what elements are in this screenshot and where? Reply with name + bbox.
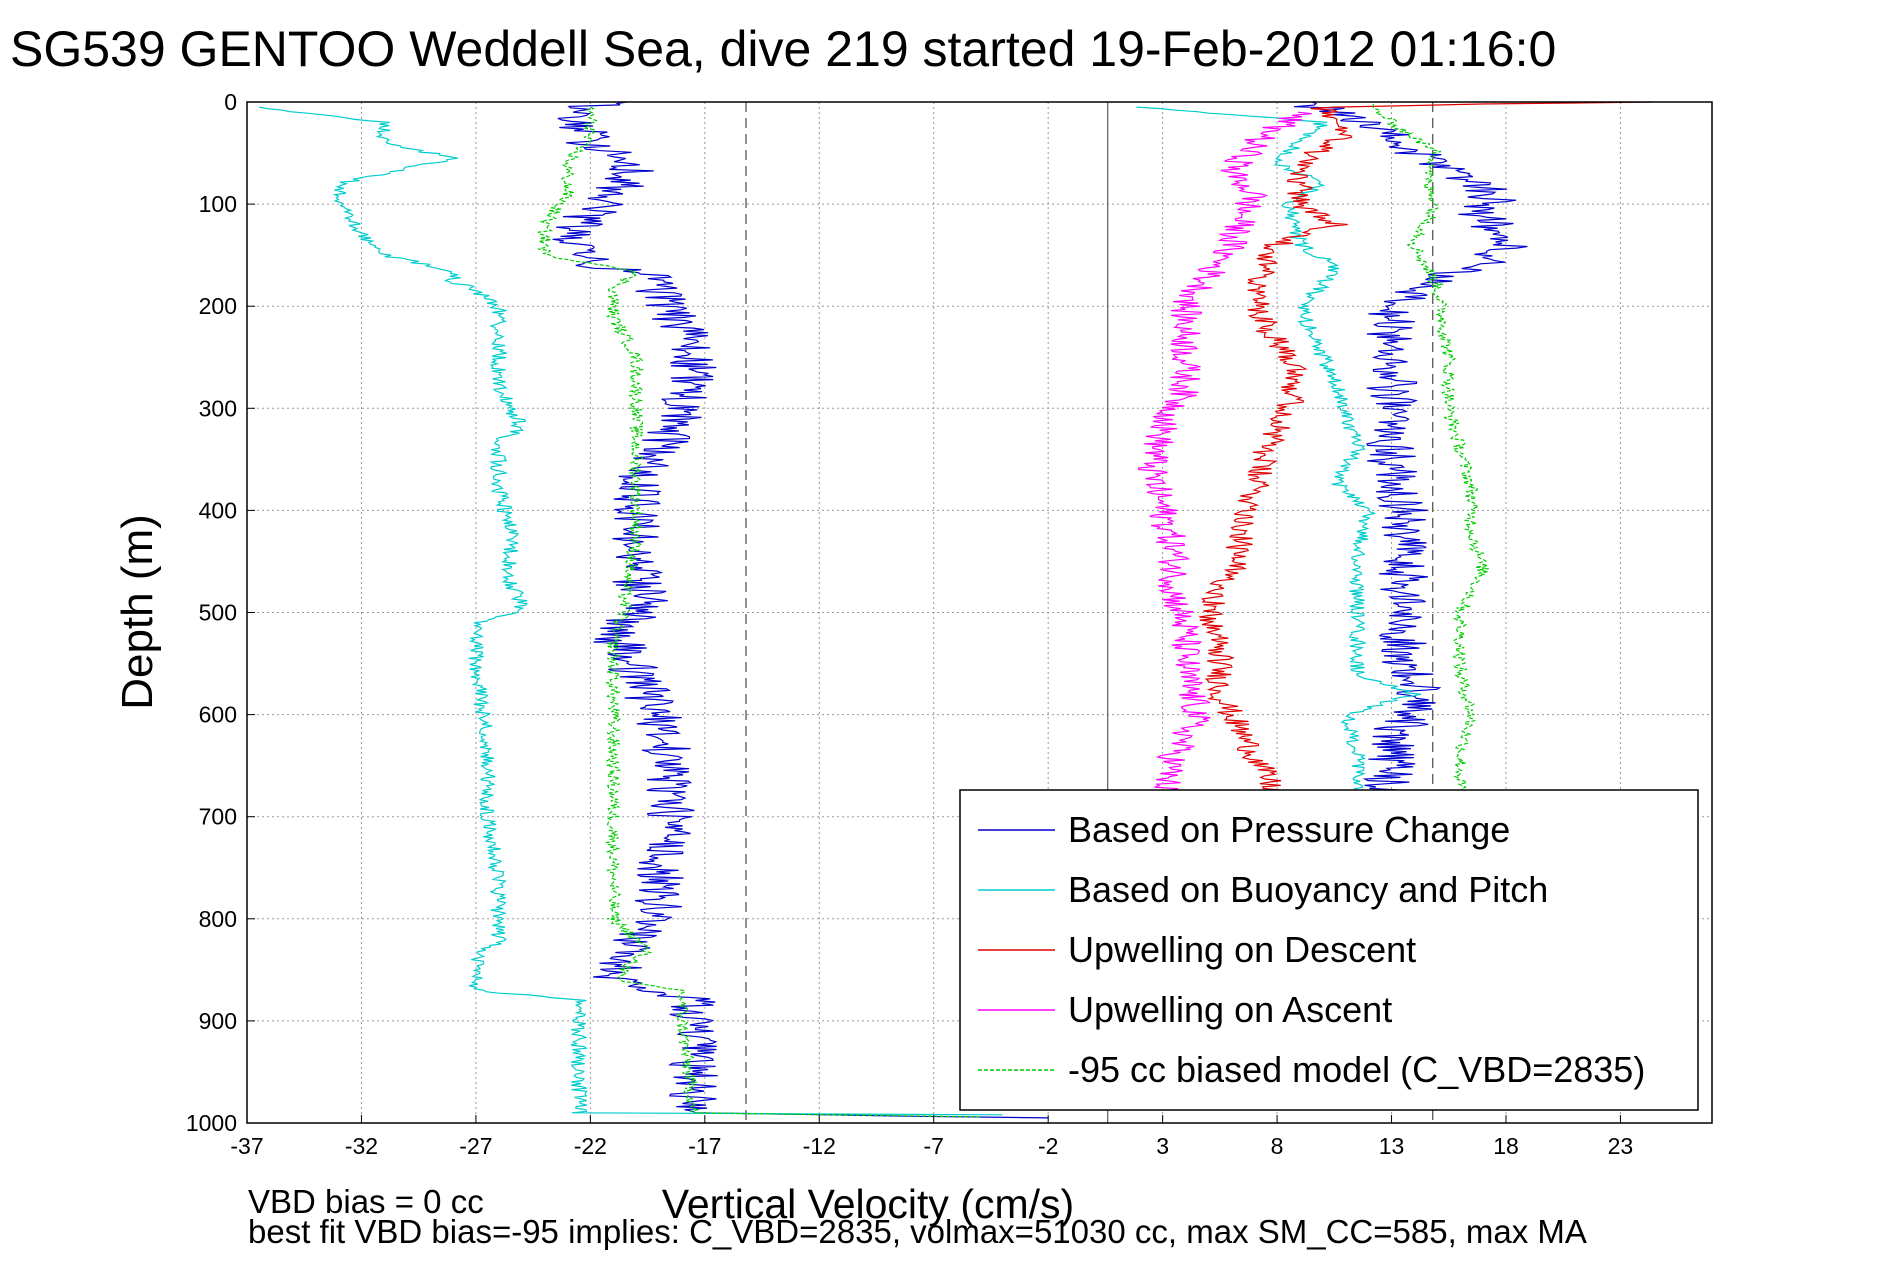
series-line-1 xyxy=(258,106,1003,1116)
y-tick-label: 100 xyxy=(199,191,237,217)
y-tick-label: 400 xyxy=(199,497,237,523)
series-layer xyxy=(258,101,1653,1119)
series-line-0 xyxy=(1293,101,1528,797)
x-tick-label: -7 xyxy=(923,1133,943,1159)
footnote-best-fit: best fit VBD bias=-95 implies: C_VBD=283… xyxy=(248,1213,1587,1250)
y-tick-label: 300 xyxy=(199,395,237,421)
y-tick-label: 200 xyxy=(199,293,237,319)
x-tick-label: 23 xyxy=(1608,1133,1634,1159)
chart-title: SG539 GENTOO Weddell Sea, dive 219 start… xyxy=(10,21,1556,77)
series-line-4 xyxy=(537,106,980,1118)
x-axis-label: Vertical Velocity (cm/s) xyxy=(662,1181,1074,1227)
x-tick-label: -22 xyxy=(574,1133,607,1159)
x-ticks: -37 -32 -27 -22 -17 -12 -7 -2 3 8 13 18 23 xyxy=(230,1115,1633,1159)
y-tick-label: 500 xyxy=(199,600,237,626)
series-line-4 xyxy=(1372,103,1489,797)
x-tick-label: -12 xyxy=(803,1133,836,1159)
x-tick-label: 8 xyxy=(1271,1133,1284,1159)
legend-label-1: Based on Buoyancy and Pitch xyxy=(1068,869,1548,910)
y-tick-label: 600 xyxy=(199,702,237,728)
x-tick-label: 18 xyxy=(1493,1133,1519,1159)
x-tick-label: 3 xyxy=(1156,1133,1169,1159)
x-tick-label: -32 xyxy=(345,1133,378,1159)
legend-label-0: Based on Pressure Change xyxy=(1068,809,1510,850)
y-tick-label: 800 xyxy=(199,906,237,932)
x-tick-label: -37 xyxy=(230,1133,263,1159)
x-tick-label: 13 xyxy=(1379,1133,1405,1159)
footnote-vbd-bias: VBD bias = 0 cc xyxy=(248,1183,484,1220)
y-tick-label: 900 xyxy=(199,1008,237,1034)
y-tick-label: 700 xyxy=(199,804,237,830)
y-ticks: 0 100 200 300 400 500 600 700 800 900 1000 xyxy=(186,89,255,1136)
y-tick-label: 1000 xyxy=(186,1110,237,1136)
x-tick-label: -2 xyxy=(1038,1133,1058,1159)
legend-box xyxy=(959,789,1699,1111)
y-axis-label: Depth (m) xyxy=(113,514,162,710)
legend-label-3: Upwelling on Ascent xyxy=(1068,989,1392,1030)
series-line-1 xyxy=(1136,106,1422,797)
x-tick-label: -17 xyxy=(688,1133,721,1159)
x-tick-label: -27 xyxy=(459,1133,492,1159)
legend-label-2: Upwelling on Descent xyxy=(1068,929,1416,970)
series-line-2 xyxy=(1199,101,1653,797)
y-tick-label: 0 xyxy=(224,89,237,115)
legend: Based on Pressure Change Based on Buoyanc… xyxy=(959,789,1699,1111)
series-line-3 xyxy=(1137,111,1312,797)
legend-label-4: -95 cc biased model (C_VBD=2835) xyxy=(1068,1049,1645,1090)
